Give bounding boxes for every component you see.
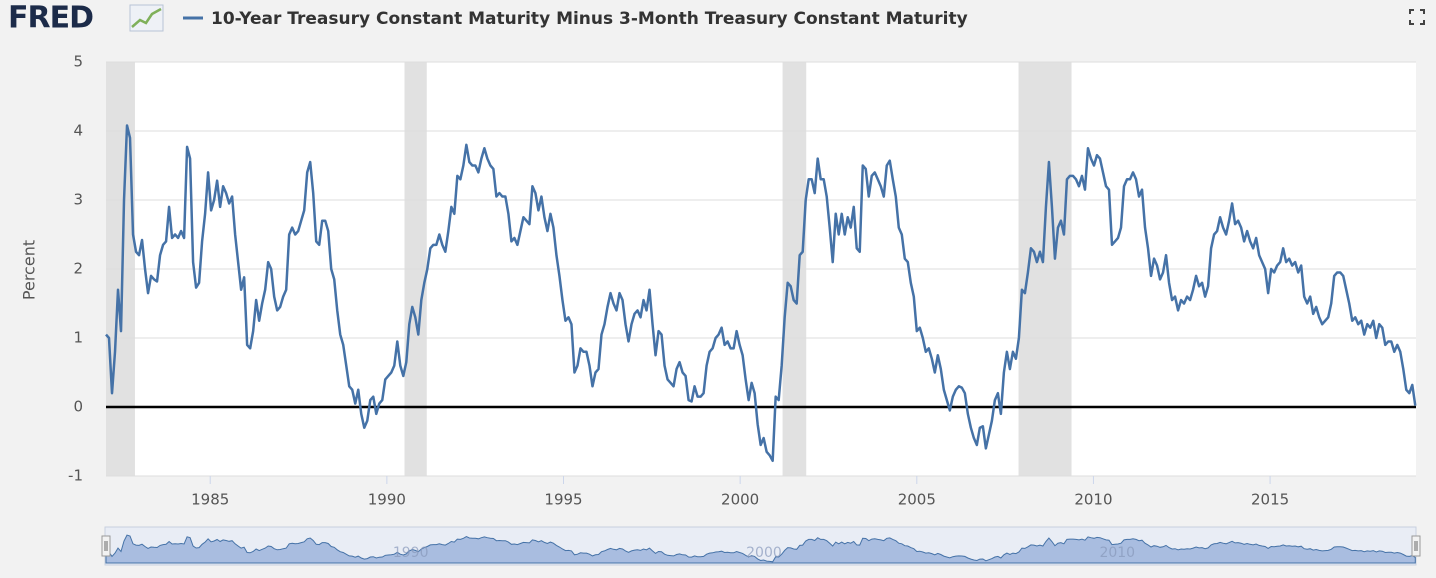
logo: FRED (8, 1, 93, 36)
navigator-handle[interactable] (1411, 535, 1421, 557)
y-axis-label: Percent (20, 240, 39, 300)
navigator-tick-label: 1990 (393, 545, 429, 561)
y-tick-label: 5 (73, 53, 83, 71)
navigator-tick-label: 2010 (1099, 545, 1135, 561)
fullscreen-icon[interactable] (1409, 9, 1425, 25)
x-tick-label: 2015 (1251, 491, 1289, 509)
x-tick-label: 2010 (1074, 491, 1112, 509)
navigator-handle[interactable] (101, 535, 111, 557)
y-tick-label: 0 (73, 398, 83, 416)
logo-icon (129, 4, 164, 32)
x-tick-label: 1990 (368, 491, 406, 509)
y-tick-label: 3 (73, 191, 83, 209)
x-tick-label: 1985 (191, 491, 229, 509)
x-tick-label: 1995 (544, 491, 582, 509)
series-line (105, 124, 1417, 463)
y-tick-label: 4 (73, 122, 83, 140)
y-tick-label: -1 (68, 467, 83, 485)
y-tick-label: 2 (73, 260, 83, 278)
navigator-tick-label: 2000 (746, 545, 782, 561)
x-tick-label: 2000 (721, 491, 759, 509)
legend-label: 10-Year Treasury Constant Maturity Minus… (211, 9, 968, 29)
y-tick-label: 1 (73, 329, 83, 347)
x-tick-label: 2005 (898, 491, 936, 509)
navigator-area (105, 534, 1416, 564)
